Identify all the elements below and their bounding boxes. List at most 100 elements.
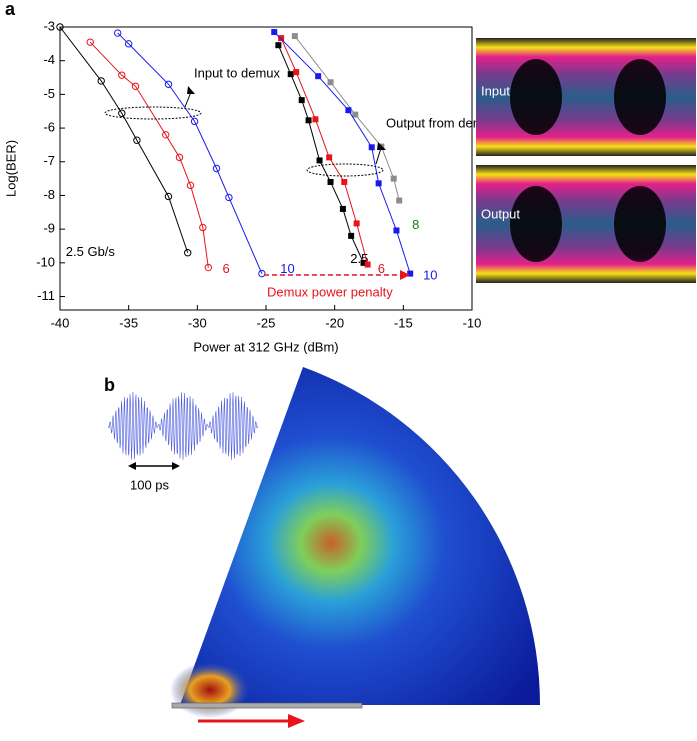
marker <box>305 117 312 124</box>
y-tick-label: -3 <box>43 18 55 33</box>
series-line <box>59 26 189 253</box>
marker <box>327 79 334 86</box>
marker <box>164 80 173 88</box>
marker <box>162 131 170 139</box>
marker <box>353 220 360 227</box>
marker <box>293 69 300 76</box>
y-axis-label: Log(BER) <box>3 140 18 197</box>
marker <box>133 136 141 144</box>
marker <box>287 71 294 78</box>
marker <box>348 232 355 239</box>
series-label: 2.5 <box>350 251 368 266</box>
marker <box>118 71 126 79</box>
arrowhead <box>172 462 180 470</box>
series-label: 10 <box>280 261 294 276</box>
marker <box>298 97 305 104</box>
marker <box>225 193 233 202</box>
marker <box>86 38 94 46</box>
pulse-waveform <box>107 391 259 460</box>
marker <box>190 117 199 126</box>
marker <box>345 107 352 114</box>
marker <box>184 249 192 257</box>
marker <box>341 178 348 185</box>
hotspot <box>170 662 250 718</box>
marker <box>56 23 64 31</box>
marker <box>315 73 322 80</box>
panel-label: a <box>5 0 16 19</box>
marker <box>375 180 382 187</box>
marker <box>360 259 367 266</box>
series-line <box>117 32 263 274</box>
marker <box>407 270 414 277</box>
series-line <box>89 41 209 268</box>
scale-label: 100 ps <box>130 477 170 492</box>
marker <box>396 197 403 204</box>
marker <box>390 175 397 182</box>
marker <box>339 205 346 212</box>
panel-label: b <box>104 375 115 395</box>
marker <box>368 144 375 151</box>
ellipse <box>306 163 384 177</box>
y-tick-label: -6 <box>43 120 55 135</box>
series-label: 8 <box>412 217 419 232</box>
marker <box>118 109 126 117</box>
marker <box>204 263 213 272</box>
marker <box>131 82 140 90</box>
annotation: Demux power penalty <box>267 284 393 299</box>
waveguide <box>171 702 363 709</box>
marker <box>352 111 359 118</box>
marker <box>393 227 400 234</box>
series-label: 10 <box>423 268 437 283</box>
series-label: 6 <box>223 261 230 276</box>
eye-openings <box>510 59 666 262</box>
x-tick-label: -35 <box>119 315 138 330</box>
series-label: 2.5 Gb/s <box>66 244 116 259</box>
marker <box>316 157 323 164</box>
marker <box>326 154 333 161</box>
x-tick-label: -40 <box>51 315 70 330</box>
eye-label: Input <box>481 83 510 98</box>
x-tick-label: -30 <box>188 315 207 330</box>
y-tick-label: -11 <box>37 288 55 303</box>
marker <box>199 223 207 232</box>
y-tick-label: -4 <box>43 52 55 67</box>
series-label: 6 <box>378 261 385 276</box>
arrowhead <box>187 86 195 94</box>
annotation: Output from demux <box>386 115 498 130</box>
arrowhead <box>377 142 386 150</box>
plot: -40 -35 -30 -25 -20 -15 -10 -3 -4 -5 -6 -7 -8 -9 -10 -1… <box>3 18 481 354</box>
series-line <box>294 35 400 201</box>
y-tick-label: -7 <box>43 153 55 168</box>
marker <box>212 164 221 173</box>
marker <box>113 29 122 37</box>
x-axis-label: Power at 312 GHz (dBm) <box>193 339 338 354</box>
annotation: Input to demux <box>194 65 280 80</box>
marker <box>186 181 195 190</box>
arrowhead <box>288 714 305 728</box>
marker <box>312 116 319 123</box>
x-tick-label: -25 <box>257 315 276 330</box>
y-tick-label: -5 <box>43 86 55 101</box>
x-tick-label: -10 <box>463 315 482 330</box>
x-tick-label: -15 <box>394 315 413 330</box>
arrowhead <box>400 270 410 280</box>
y-tick-label: -8 <box>43 187 55 202</box>
marker <box>275 42 282 49</box>
y-tick-label: -9 <box>43 221 55 236</box>
marker <box>258 269 266 278</box>
arrowhead <box>128 462 136 470</box>
marker <box>271 29 278 36</box>
marker <box>278 35 285 42</box>
y-tick-label: -10 <box>36 254 55 269</box>
field-plot <box>180 367 540 705</box>
marker <box>124 40 133 48</box>
x-tick-label: -20 <box>325 315 344 330</box>
pointer <box>184 91 192 108</box>
ellipse <box>104 106 202 120</box>
pointer <box>375 147 382 165</box>
marker <box>175 153 184 162</box>
eye-label: Output <box>481 206 520 221</box>
marker <box>291 33 298 40</box>
marker <box>97 77 105 85</box>
